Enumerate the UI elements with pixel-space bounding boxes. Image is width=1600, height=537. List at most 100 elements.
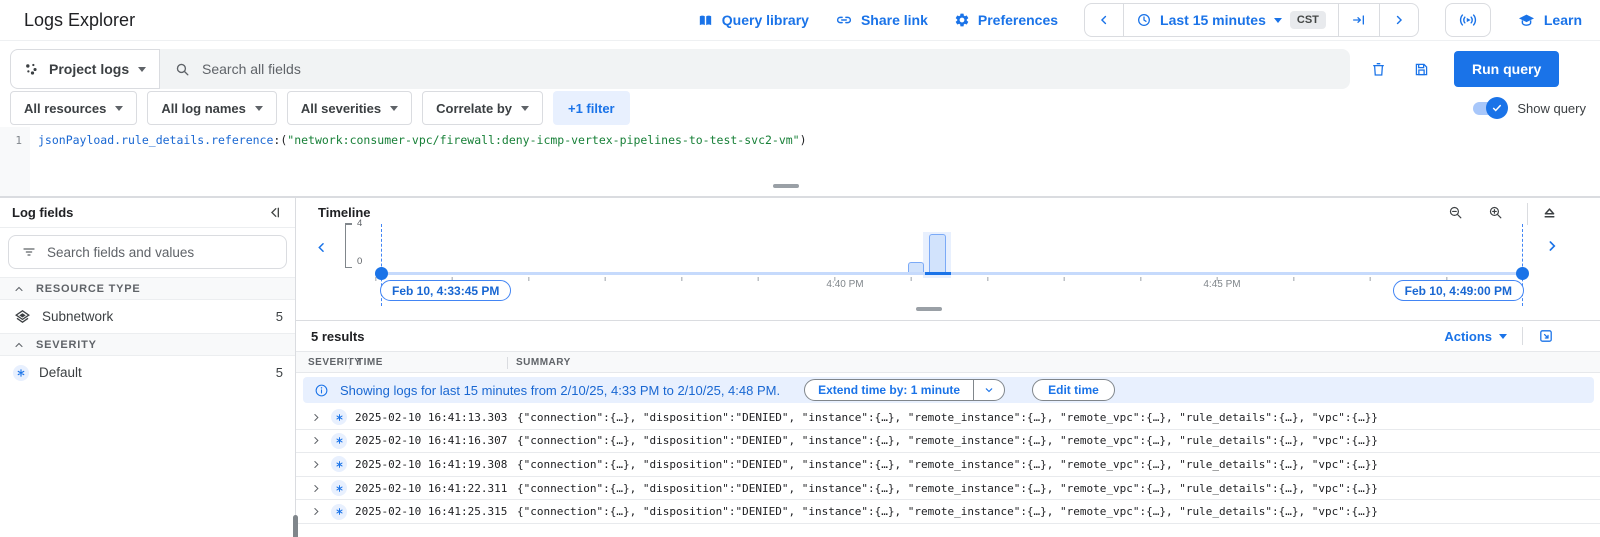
stream-logs-button[interactable] <box>1444 3 1491 37</box>
search-icon <box>174 61 191 78</box>
field-count: 5 <box>275 309 283 324</box>
all-resources-dropdown[interactable]: All resources <box>10 91 138 125</box>
share-link-button[interactable]: Share link <box>835 11 928 29</box>
delete-query-button[interactable] <box>1370 61 1387 78</box>
time-forward-button[interactable] <box>1380 4 1418 36</box>
show-query-toggle[interactable] <box>1473 96 1509 119</box>
query-field-token: jsonPayload.rule_details.reference <box>38 133 274 147</box>
log-fields-panel: Log fields RESOURCE TYPE <box>0 198 296 537</box>
log-fields-search-input[interactable] <box>47 244 274 260</box>
histogram-bar[interactable] <box>908 262 924 272</box>
log-row[interactable]: 2025-02-10 16:41:16.307 {"connection":{…… <box>296 430 1600 454</box>
divider <box>1522 327 1523 345</box>
extra-filter-chip[interactable]: +1 filter <box>553 91 630 125</box>
run-query-button[interactable]: Run query <box>1454 51 1560 87</box>
results-header-actions: Actions <box>1444 327 1554 345</box>
log-row[interactable]: 2025-02-10 16:41:19.308 {"connection":{…… <box>296 453 1600 477</box>
range-start-line <box>381 224 382 306</box>
time-range-label: Last 15 minutes <box>1160 12 1266 28</box>
chevron-up-icon <box>13 339 25 351</box>
correlate-by-dropdown[interactable]: Correlate by <box>422 91 543 125</box>
timeline-pan-right-button[interactable] <box>1544 238 1560 254</box>
preferences-button[interactable]: Preferences <box>954 12 1058 28</box>
query-toolbar: Project logs Run query <box>0 49 1600 89</box>
log-timestamp: 2025-02-10 16:41:19.308 <box>355 457 508 471</box>
severity-default-icon <box>331 456 347 473</box>
range-end-handle[interactable] <box>1516 267 1529 280</box>
expand-row-icon[interactable] <box>311 506 322 517</box>
chevron-down-icon <box>138 66 147 72</box>
query-library-button[interactable]: Query library <box>697 12 809 29</box>
timeline-title: Timeline <box>318 205 371 220</box>
log-summary: {"connection":{…}, "disposition":"DENIED… <box>517 505 1378 519</box>
log-row[interactable]: 2025-02-10 16:41:22.311 {"connection":{…… <box>296 477 1600 501</box>
histogram <box>375 198 1523 272</box>
main-area: Log fields RESOURCE TYPE <box>0 197 1600 537</box>
time-range-button[interactable]: Last 15 minutes CST <box>1124 4 1339 36</box>
column-separator <box>349 357 350 369</box>
search-all-fields-input[interactable] <box>202 61 1336 77</box>
range-start-chip[interactable]: Feb 10, 4:33:45 PM <box>380 280 512 301</box>
actions-dropdown[interactable]: Actions <box>1444 329 1507 344</box>
results-header: 5 results Actions <box>296 321 1600 351</box>
y-axis-bracket <box>345 223 352 268</box>
expand-row-icon[interactable] <box>311 483 322 494</box>
zoom-in-icon[interactable] <box>1487 204 1504 221</box>
query-editor[interactable]: 1 jsonPayload.rule_details.reference:("n… <box>0 127 1600 197</box>
expand-results-button[interactable] <box>1538 328 1554 344</box>
field-count: 5 <box>275 365 283 380</box>
query-string-token: "network:consumer-vpc/firewall:deny-icmp… <box>287 133 800 147</box>
editor-resize-handle[interactable] <box>773 184 799 188</box>
field-item-subnetwork[interactable]: Subnetwork 5 <box>0 300 295 333</box>
severity-default-icon <box>13 364 29 381</box>
range-start-handle[interactable] <box>375 267 388 280</box>
timeline-resize-handle[interactable] <box>916 307 942 311</box>
scope-selector-button[interactable]: Project logs <box>10 49 160 89</box>
y-axis-max-label: 4 <box>357 218 363 229</box>
edit-time-button[interactable]: Edit time <box>1032 379 1115 401</box>
gear-icon <box>954 12 970 28</box>
zoom-out-icon[interactable] <box>1447 204 1464 221</box>
subnetwork-icon <box>13 307 32 326</box>
expand-row-icon[interactable] <box>311 412 322 423</box>
timeline-pan-left-button[interactable] <box>314 240 329 255</box>
book-icon <box>697 12 714 29</box>
top-bar: Logs Explorer Query library Share link P… <box>0 0 1600 41</box>
log-row[interactable]: 2025-02-10 16:41:25.315 {"connection":{…… <box>296 500 1600 524</box>
timeline-ticks <box>375 277 1523 281</box>
histogram-bar[interactable] <box>929 234 946 272</box>
results-pane: Timeline 4 0 <box>296 198 1600 537</box>
save-query-button[interactable] <box>1413 61 1430 78</box>
range-end-chip[interactable]: Feb 10, 4:49:00 PM <box>1392 280 1524 301</box>
divider <box>1527 203 1528 225</box>
scope-dots-icon <box>23 61 40 78</box>
log-timestamp: 2025-02-10 16:41:22.311 <box>355 481 508 495</box>
extend-time-caret[interactable] <box>973 380 1004 400</box>
field-item-default[interactable]: Default 5 <box>0 356 295 389</box>
all-severities-dropdown[interactable]: All severities <box>286 91 413 125</box>
time-back-button[interactable] <box>1085 4 1125 36</box>
collapse-panel-button[interactable] <box>266 204 283 221</box>
scrollbar-thumb[interactable] <box>293 515 298 537</box>
log-timestamp: 2025-02-10 16:41:13.303 <box>355 410 508 424</box>
query-text[interactable]: jsonPayload.rule_details.reference:("net… <box>38 133 807 147</box>
chevron-down-icon <box>115 105 124 111</box>
all-log-names-dropdown[interactable]: All log names <box>147 91 277 125</box>
graduation-cap-icon <box>1517 11 1536 30</box>
show-query-label: Show query <box>1517 100 1586 116</box>
log-row[interactable]: 2025-02-10 16:41:13.303 {"connection":{…… <box>296 406 1600 430</box>
extend-time-button[interactable]: Extend time by: 1 minute <box>804 379 1006 401</box>
log-summary: {"connection":{…}, "disposition":"DENIED… <box>517 457 1378 471</box>
expand-row-icon[interactable] <box>311 459 322 470</box>
collapse-timeline-icon[interactable] <box>1541 204 1558 221</box>
log-timestamp: 2025-02-10 16:41:25.315 <box>355 505 508 519</box>
time-range-control: Last 15 minutes CST <box>1084 3 1419 37</box>
section-severity[interactable]: SEVERITY <box>0 333 295 356</box>
section-resource-type[interactable]: RESOURCE TYPE <box>0 277 295 300</box>
expand-row-icon[interactable] <box>311 435 322 446</box>
top-bar-actions: Query library Share link Preferences <box>697 3 1582 37</box>
jump-to-now-button[interactable] <box>1339 4 1380 36</box>
learn-button[interactable]: Learn <box>1517 11 1582 30</box>
results-section: 5 results Actions SEVERITY TIME <box>296 320 1600 537</box>
